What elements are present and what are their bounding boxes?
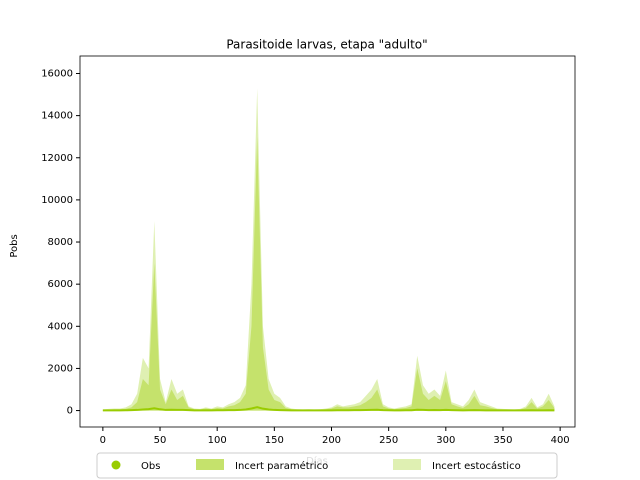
x-tick-label: 250 bbox=[379, 435, 398, 446]
legend-label: Incert estocástico bbox=[432, 460, 521, 472]
chart-title: Parasitoide larvas, etapa "adulto" bbox=[226, 38, 427, 52]
x-tick-label: 150 bbox=[265, 435, 284, 446]
legend-patch bbox=[393, 459, 421, 470]
legend-label: Incert paramétrico bbox=[235, 460, 328, 472]
y-tick-label: 0 bbox=[67, 406, 73, 417]
y-tick-label: 10000 bbox=[41, 195, 73, 206]
x-tick-label: 400 bbox=[551, 435, 570, 446]
legend-marker bbox=[111, 460, 121, 470]
x-tick-label: 0 bbox=[100, 435, 106, 446]
x-tick-label: 350 bbox=[493, 435, 512, 446]
x-tick-label: 200 bbox=[322, 435, 341, 446]
mean-line bbox=[102, 406, 555, 412]
x-tick-label: 300 bbox=[436, 435, 455, 446]
legend-patch bbox=[196, 459, 224, 470]
y-tick-label: 6000 bbox=[48, 279, 73, 290]
y-tick-label: 4000 bbox=[48, 321, 73, 332]
y-tick-label: 2000 bbox=[48, 363, 73, 374]
x-tick-label: 100 bbox=[208, 435, 227, 446]
uncertainty-band bbox=[102, 88, 555, 411]
y-tick-label: 12000 bbox=[41, 153, 73, 164]
x-tick-label: 50 bbox=[154, 435, 167, 446]
y-tick-label: 16000 bbox=[41, 68, 73, 79]
y-tick-label: 14000 bbox=[41, 111, 73, 122]
legend-label: Obs bbox=[141, 461, 160, 472]
y-axis-label: Pobs bbox=[9, 234, 20, 257]
legend: Obs Incert paramétrico Incert estocástico bbox=[96, 452, 558, 479]
plot-frame bbox=[79, 55, 576, 428]
y-tick-label: 8000 bbox=[48, 237, 73, 248]
